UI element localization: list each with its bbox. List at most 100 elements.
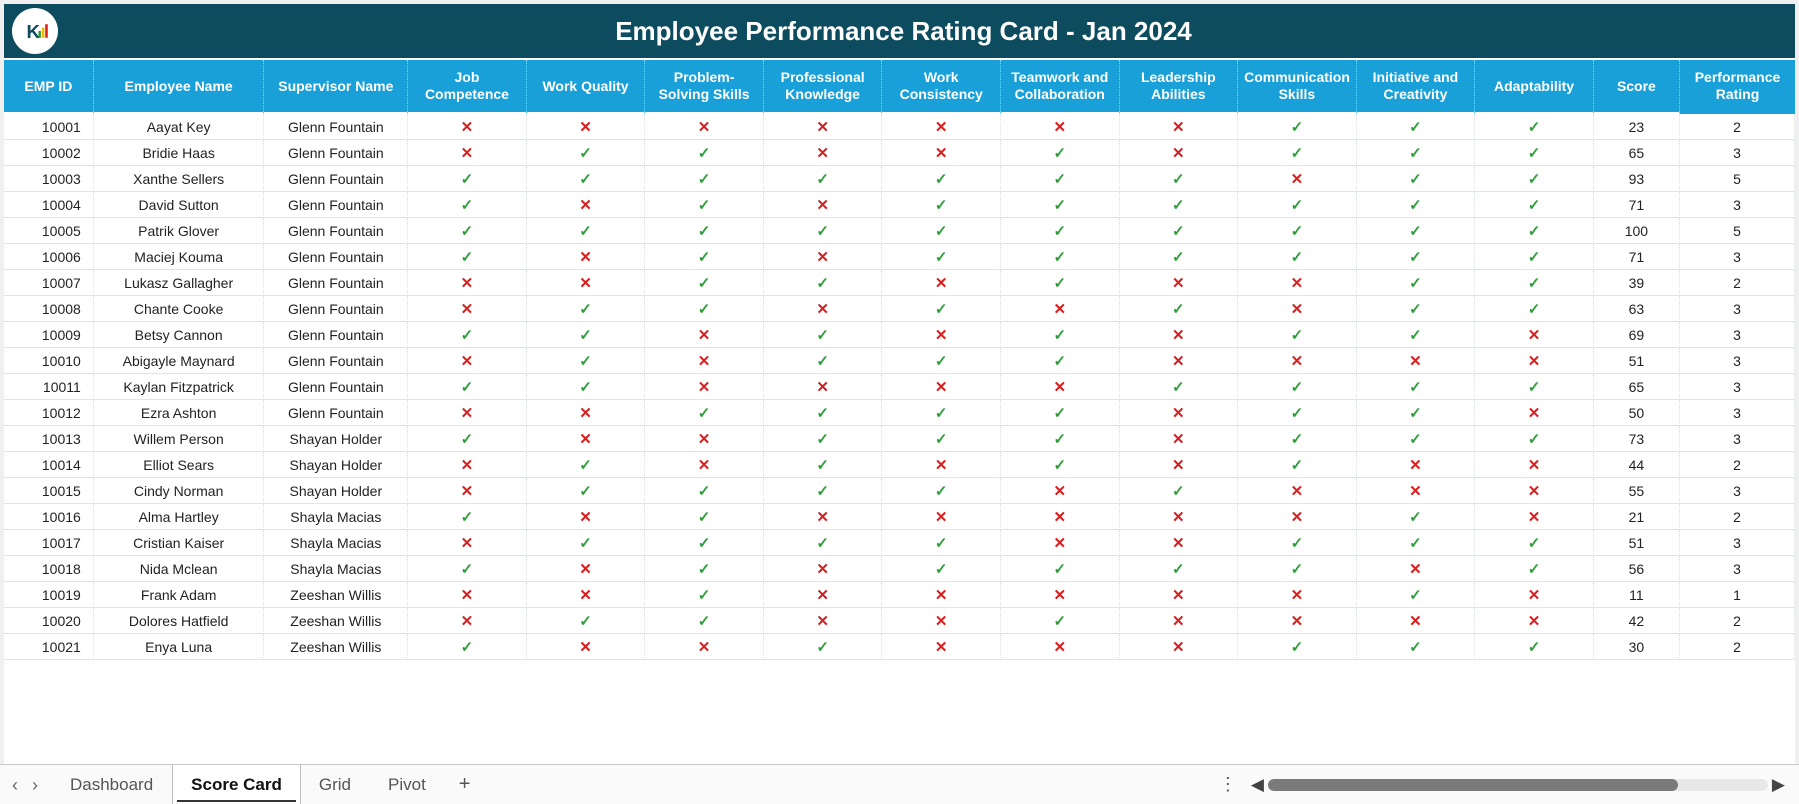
cell-category-mark[interactable]: ✓ (527, 296, 646, 322)
cell-category-mark[interactable]: ✓ (1475, 530, 1594, 556)
cell-category-mark[interactable]: ✓ (1120, 244, 1239, 270)
cell-category-mark[interactable]: ✕ (1120, 530, 1239, 556)
cell-category-mark[interactable]: ✕ (1238, 166, 1357, 192)
cell-category-mark[interactable]: ✓ (1475, 166, 1594, 192)
cell-category-mark[interactable]: ✕ (527, 556, 646, 582)
cell-category-mark[interactable]: ✓ (1238, 218, 1357, 244)
cell-score[interactable]: 93 (1594, 166, 1680, 192)
cell-category-mark[interactable]: ✕ (1001, 114, 1120, 140)
cell-category-mark[interactable]: ✓ (408, 192, 527, 218)
sheet-menu-icon[interactable]: ⋮ (1219, 774, 1239, 795)
table-row[interactable]: 10018Nida McleanShayla Macias✓✕✓✕✓✓✓✓✕✓5… (4, 556, 1795, 582)
cell-category-mark[interactable]: ✓ (1238, 400, 1357, 426)
cell-supervisor-name[interactable]: Shayla Macias (264, 504, 408, 530)
cell-category-mark[interactable]: ✓ (764, 452, 883, 478)
hscroll-left-icon[interactable]: ◀ (1251, 775, 1264, 795)
cell-category-mark[interactable]: ✓ (1357, 530, 1476, 556)
cell-category-mark[interactable]: ✓ (882, 192, 1001, 218)
cell-category-mark[interactable]: ✕ (1120, 608, 1239, 634)
cell-supervisor-name[interactable]: Glenn Fountain (264, 348, 408, 374)
cell-category-mark[interactable]: ✓ (645, 166, 764, 192)
cell-category-mark[interactable]: ✕ (882, 582, 1001, 608)
cell-category-mark[interactable]: ✓ (408, 218, 527, 244)
cell-category-mark[interactable]: ✕ (408, 400, 527, 426)
column-header[interactable]: Employee Name (94, 60, 265, 114)
cell-category-mark[interactable]: ✕ (764, 140, 883, 166)
cell-category-mark[interactable]: ✕ (1120, 348, 1239, 374)
cell-category-mark[interactable]: ✓ (527, 140, 646, 166)
cell-category-mark[interactable]: ✓ (1357, 426, 1476, 452)
cell-employee-name[interactable]: Alma Hartley (94, 504, 265, 530)
cell-supervisor-name[interactable]: Glenn Fountain (264, 322, 408, 348)
cell-supervisor-name[interactable]: Zeeshan Willis (264, 582, 408, 608)
cell-category-mark[interactable]: ✕ (764, 504, 883, 530)
cell-supervisor-name[interactable]: Shayla Macias (264, 530, 408, 556)
sheet-tab[interactable]: Grid (301, 765, 370, 804)
cell-category-mark[interactable]: ✕ (1475, 452, 1594, 478)
cell-score[interactable]: 65 (1594, 140, 1680, 166)
cell-empid[interactable]: 10016 (4, 504, 94, 530)
table-row[interactable]: 10006Maciej KoumaGlenn Fountain✓✕✓✕✓✓✓✓✓… (4, 244, 1795, 270)
cell-supervisor-name[interactable]: Shayan Holder (264, 478, 408, 504)
table-row[interactable]: 10011Kaylan FitzpatrickGlenn Fountain✓✓✕… (4, 374, 1795, 400)
cell-empid[interactable]: 10017 (4, 530, 94, 556)
cell-category-mark[interactable]: ✕ (764, 192, 883, 218)
cell-category-mark[interactable]: ✓ (1357, 374, 1476, 400)
cell-category-mark[interactable]: ✕ (1357, 478, 1476, 504)
cell-category-mark[interactable]: ✕ (527, 400, 646, 426)
cell-empid[interactable]: 10018 (4, 556, 94, 582)
cell-rating[interactable]: 2 (1680, 452, 1795, 478)
cell-category-mark[interactable]: ✓ (527, 530, 646, 556)
cell-category-mark[interactable]: ✕ (1475, 348, 1594, 374)
cell-category-mark[interactable]: ✓ (1238, 114, 1357, 140)
cell-category-mark[interactable]: ✕ (527, 270, 646, 296)
cell-category-mark[interactable]: ✓ (1120, 218, 1239, 244)
cell-category-mark[interactable]: ✕ (1357, 608, 1476, 634)
cell-empid[interactable]: 10021 (4, 634, 94, 660)
cell-supervisor-name[interactable]: Zeeshan Willis (264, 634, 408, 660)
cell-category-mark[interactable]: ✓ (1001, 218, 1120, 244)
cell-category-mark[interactable]: ✕ (408, 582, 527, 608)
cell-category-mark[interactable]: ✕ (882, 322, 1001, 348)
cell-category-mark[interactable]: ✕ (1238, 270, 1357, 296)
cell-empid[interactable]: 10015 (4, 478, 94, 504)
cell-supervisor-name[interactable]: Glenn Fountain (264, 296, 408, 322)
cell-category-mark[interactable]: ✓ (1475, 140, 1594, 166)
cell-category-mark[interactable]: ✓ (882, 530, 1001, 556)
cell-score[interactable]: 11 (1594, 582, 1680, 608)
scrollbar-thumb[interactable] (1268, 779, 1678, 791)
cell-score[interactable]: 51 (1594, 348, 1680, 374)
cell-score[interactable]: 73 (1594, 426, 1680, 452)
cell-rating[interactable]: 3 (1680, 348, 1795, 374)
cell-category-mark[interactable]: ✕ (1357, 452, 1476, 478)
cell-category-mark[interactable]: ✓ (1357, 140, 1476, 166)
cell-category-mark[interactable]: ✕ (1238, 478, 1357, 504)
cell-category-mark[interactable]: ✕ (882, 504, 1001, 530)
cell-category-mark[interactable]: ✓ (645, 530, 764, 556)
hscroll-right-icon[interactable]: ▶ (1772, 775, 1785, 795)
cell-category-mark[interactable]: ✓ (1357, 634, 1476, 660)
cell-category-mark[interactable]: ✓ (764, 478, 883, 504)
column-header[interactable]: Score (1594, 60, 1680, 114)
cell-empid[interactable]: 10007 (4, 270, 94, 296)
cell-category-mark[interactable]: ✓ (1357, 582, 1476, 608)
cell-supervisor-name[interactable]: Shayla Macias (264, 556, 408, 582)
table-row[interactable]: 10005Patrik GloverGlenn Fountain✓✓✓✓✓✓✓✓… (4, 218, 1795, 244)
cell-supervisor-name[interactable]: Glenn Fountain (264, 244, 408, 270)
cell-category-mark[interactable]: ✓ (882, 400, 1001, 426)
cell-category-mark[interactable]: ✓ (408, 504, 527, 530)
cell-category-mark[interactable]: ✓ (764, 348, 883, 374)
table-row[interactable]: 10013Willem PersonShayan Holder✓✕✕✓✓✓✕✓✓… (4, 426, 1795, 452)
cell-score[interactable]: 56 (1594, 556, 1680, 582)
cell-score[interactable]: 63 (1594, 296, 1680, 322)
cell-rating[interactable]: 5 (1680, 166, 1795, 192)
cell-rating[interactable]: 3 (1680, 322, 1795, 348)
cell-category-mark[interactable]: ✕ (1475, 322, 1594, 348)
cell-supervisor-name[interactable]: Glenn Fountain (264, 192, 408, 218)
column-header[interactable]: Problem-Solving Skills (645, 60, 764, 114)
cell-category-mark[interactable]: ✓ (645, 478, 764, 504)
cell-category-mark[interactable]: ✕ (1238, 296, 1357, 322)
cell-rating[interactable]: 3 (1680, 400, 1795, 426)
cell-category-mark[interactable]: ✓ (1001, 322, 1120, 348)
cell-category-mark[interactable]: ✕ (527, 426, 646, 452)
